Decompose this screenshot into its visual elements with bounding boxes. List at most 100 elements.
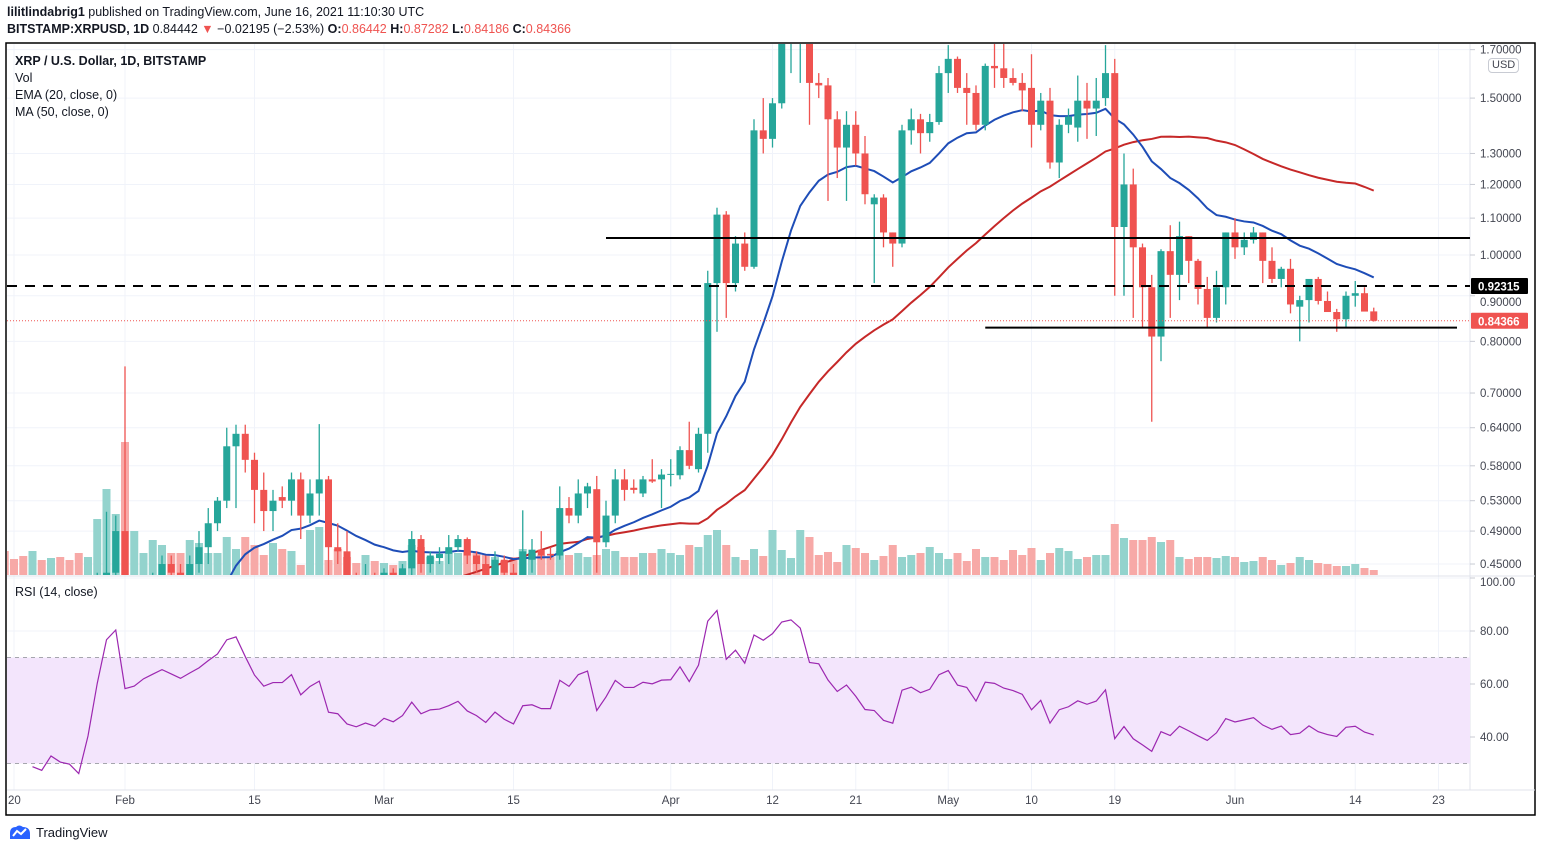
- candle[interactable]: [788, 0, 795, 74]
- candle[interactable]: [722, 211, 730, 318]
- series-title[interactable]: XRP / U.S. Dollar, 1D, BITSTAMP: [15, 54, 207, 68]
- candle[interactable]: [852, 111, 860, 166]
- candle[interactable]: [334, 523, 342, 565]
- candle[interactable]: [676, 446, 684, 480]
- candle[interactable]: [843, 111, 850, 201]
- candle[interactable]: [926, 113, 934, 142]
- candle[interactable]: [1000, 43, 1008, 88]
- candle[interactable]: [204, 508, 212, 565]
- candle[interactable]: [658, 469, 665, 509]
- candle[interactable]: [685, 421, 693, 470]
- candle[interactable]: [972, 85, 980, 131]
- time-axis[interactable]: 20 Feb 15 Mar 15 Apr 12 21 May 10 19 Jun 14 23: [8, 795, 1445, 807]
- candle[interactable]: [750, 119, 758, 269]
- candle[interactable]: [898, 124, 906, 248]
- candle[interactable]: [1185, 236, 1193, 284]
- candle[interactable]: [667, 459, 675, 487]
- candle[interactable]: [297, 472, 305, 540]
- candle[interactable]: [704, 270, 712, 453]
- candle[interactable]: [1102, 45, 1109, 106]
- candle[interactable]: [167, 555, 175, 582]
- candle[interactable]: [214, 497, 221, 532]
- candle[interactable]: [1129, 168, 1137, 318]
- candle[interactable]: [1120, 153, 1128, 296]
- candle[interactable]: [732, 236, 739, 292]
- candle[interactable]: [288, 472, 295, 516]
- candle[interactable]: [399, 564, 406, 591]
- candle[interactable]: [621, 469, 628, 501]
- candle[interactable]: [1194, 258, 1202, 305]
- candle[interactable]: [417, 535, 425, 573]
- candle[interactable]: [1305, 278, 1313, 323]
- candle[interactable]: [260, 472, 268, 532]
- candle[interactable]: [1296, 295, 1304, 342]
- candle[interactable]: [537, 531, 545, 560]
- candle[interactable]: [1046, 87, 1054, 169]
- candle[interactable]: [177, 564, 184, 600]
- candle[interactable]: [1250, 227, 1257, 244]
- candle[interactable]: [121, 366, 129, 650]
- author[interactable]: lilitlindabrig1: [7, 5, 85, 19]
- candle[interactable]: [944, 45, 952, 93]
- candle[interactable]: [1314, 276, 1322, 305]
- candle[interactable]: [510, 564, 517, 591]
- candle[interactable]: [778, 28, 786, 109]
- candle[interactable]: [241, 424, 249, 473]
- candle[interactable]: [861, 136, 869, 205]
- candle[interactable]: [463, 537, 471, 565]
- candle[interactable]: [528, 539, 536, 573]
- candle[interactable]: [362, 564, 369, 600]
- candle[interactable]: [981, 63, 989, 131]
- candle[interactable]: [195, 531, 203, 573]
- candle[interactable]: [824, 77, 832, 201]
- candle[interactable]: [1074, 75, 1082, 142]
- candle[interactable]: [426, 551, 434, 573]
- candle[interactable]: [695, 427, 702, 473]
- candle[interactable]: [935, 65, 943, 125]
- candle[interactable]: [713, 207, 721, 332]
- candle[interactable]: [1176, 221, 1183, 301]
- candle[interactable]: [1240, 232, 1248, 255]
- candle[interactable]: [1065, 108, 1072, 134]
- candle[interactable]: [833, 111, 841, 179]
- candle[interactable]: [769, 98, 776, 148]
- candle[interactable]: [1083, 82, 1091, 139]
- candle[interactable]: [1157, 249, 1165, 362]
- candle[interactable]: [593, 475, 601, 573]
- candle[interactable]: [269, 489, 277, 532]
- drawn-levels[interactable]: [7, 236, 1470, 329]
- candle[interactable]: [630, 479, 638, 494]
- legend-vol[interactable]: Vol: [15, 71, 33, 85]
- candle[interactable]: [574, 479, 582, 524]
- candle[interactable]: [1028, 54, 1035, 148]
- candle[interactable]: [251, 452, 258, 524]
- candle[interactable]: [158, 555, 166, 591]
- candle[interactable]: [186, 555, 194, 591]
- candle[interactable]: [454, 535, 462, 552]
- candle[interactable]: [473, 551, 480, 573]
- candle[interactable]: [602, 500, 610, 548]
- candle[interactable]: [1203, 276, 1211, 328]
- candle[interactable]: [639, 475, 647, 498]
- candle[interactable]: [445, 535, 453, 565]
- candle[interactable]: [482, 555, 490, 591]
- candle[interactable]: [547, 547, 554, 560]
- candle[interactable]: [815, 73, 823, 99]
- candle[interactable]: [1111, 58, 1119, 296]
- candle[interactable]: [1166, 225, 1174, 318]
- legend-ema[interactable]: EMA (20, close, 0): [15, 88, 118, 102]
- candle[interactable]: [278, 486, 286, 509]
- candle[interactable]: [1361, 287, 1368, 312]
- candle[interactable]: [103, 511, 110, 721]
- candle[interactable]: [306, 479, 314, 524]
- candle[interactable]: [1018, 73, 1026, 112]
- candle[interactable]: [500, 555, 508, 582]
- candle[interactable]: [315, 424, 323, 516]
- legend-rsi[interactable]: RSI (14, close): [15, 585, 98, 599]
- candle[interactable]: [1351, 281, 1359, 307]
- candle[interactable]: [436, 547, 443, 565]
- candle[interactable]: [1342, 291, 1350, 328]
- footer-brand[interactable]: TradingView: [8, 824, 108, 840]
- candle[interactable]: [759, 98, 767, 154]
